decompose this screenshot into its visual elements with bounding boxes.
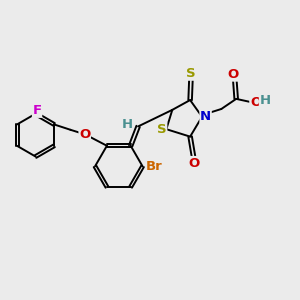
Text: S: S <box>157 123 167 136</box>
Text: F: F <box>32 104 42 117</box>
Text: O: O <box>79 128 90 141</box>
Text: N: N <box>200 110 211 123</box>
Text: O: O <box>250 96 261 109</box>
Text: Br: Br <box>146 160 163 173</box>
Text: O: O <box>228 68 239 81</box>
Text: O: O <box>188 157 200 169</box>
Text: H: H <box>121 118 132 131</box>
Text: H: H <box>260 94 271 107</box>
Text: S: S <box>186 67 196 80</box>
